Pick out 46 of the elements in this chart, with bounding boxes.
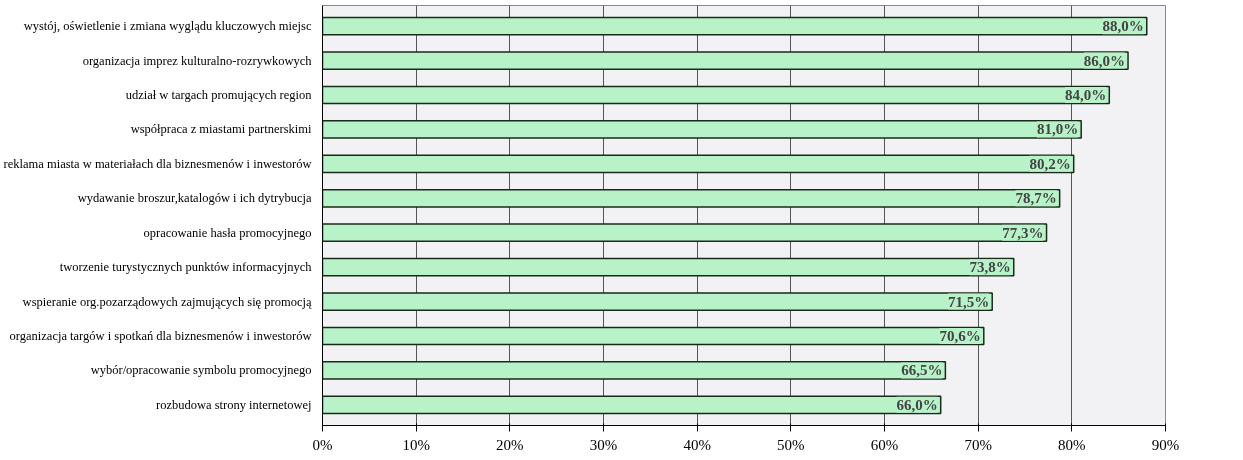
x-tick-label: 60% (870, 436, 899, 453)
y-tick-label: wybór/opracowanie symbolu promocyjnego (90, 363, 312, 378)
data-label: 70,6% (939, 327, 981, 344)
x-tick-label: 80% (1058, 436, 1086, 453)
x-tick-label: 50% (777, 436, 805, 453)
bar (322, 51, 1129, 70)
data-label: 88,0% (1102, 18, 1144, 35)
bar (322, 223, 1048, 243)
x-tick-label: 0% (312, 436, 333, 453)
x-tick-label: 10% (402, 436, 430, 453)
y-tick-label: współpraca z miastami partnerskimi (130, 122, 313, 137)
y-tick-label: wspieranie org.pozarządowych zajmujących się promocją (22, 294, 312, 309)
data-label: 80,2% (1029, 155, 1071, 172)
bar (322, 188, 1061, 208)
x-tick-label: 40% (683, 436, 711, 453)
bar (322, 395, 942, 415)
data-label: 66,0% (896, 396, 938, 413)
bar (322, 292, 993, 311)
y-tick-label: opracowanie hasła promocyjnego (143, 225, 312, 240)
y-tick-label: organizacja targów i spotkań dla biznesmenów i inwestorów (9, 328, 312, 343)
data-label: 73,8% (969, 259, 1011, 276)
bar (322, 16, 1148, 36)
bar (322, 85, 1111, 105)
bar (322, 257, 1015, 277)
x-tick-label: 20% (496, 436, 524, 453)
y-tick-label: reklama miasta w materiałach dla biznesmenów i inwestorów (3, 156, 312, 171)
bar (322, 120, 1082, 139)
data-label: 78,7% (1015, 190, 1057, 207)
bar (322, 154, 1075, 174)
y-tick-label: wydawanie broszur,katalogów i ich dytrybucja (77, 191, 312, 206)
bar (322, 326, 985, 346)
data-label: 81,0% (1036, 121, 1079, 138)
x-tick-label: 30% (589, 436, 618, 453)
data-label: 71,5% (947, 293, 990, 310)
data-label: 84,0% (1065, 87, 1107, 104)
y-tick-label: wystój, oświetlenie i zmiana wyglądu kluczowych miejsc (23, 19, 312, 34)
y-tick-label: tworzenie turystycznych punktów informacyjnych (59, 260, 313, 275)
data-label: 86,0% (1083, 52, 1126, 69)
y-tick-label: udział w targach promujących region (125, 88, 313, 103)
x-tick-label: 90% (1151, 436, 1180, 453)
data-label: 66,5% (901, 362, 943, 379)
bar (322, 361, 947, 380)
data-label: 77,3% (1002, 224, 1044, 241)
x-tick-label: 70% (964, 436, 992, 453)
y-tick-label: rozbudowa strony internetowej (155, 397, 312, 412)
y-tick-label: organizacja imprez kulturalno-rozrywkowych (82, 53, 313, 68)
